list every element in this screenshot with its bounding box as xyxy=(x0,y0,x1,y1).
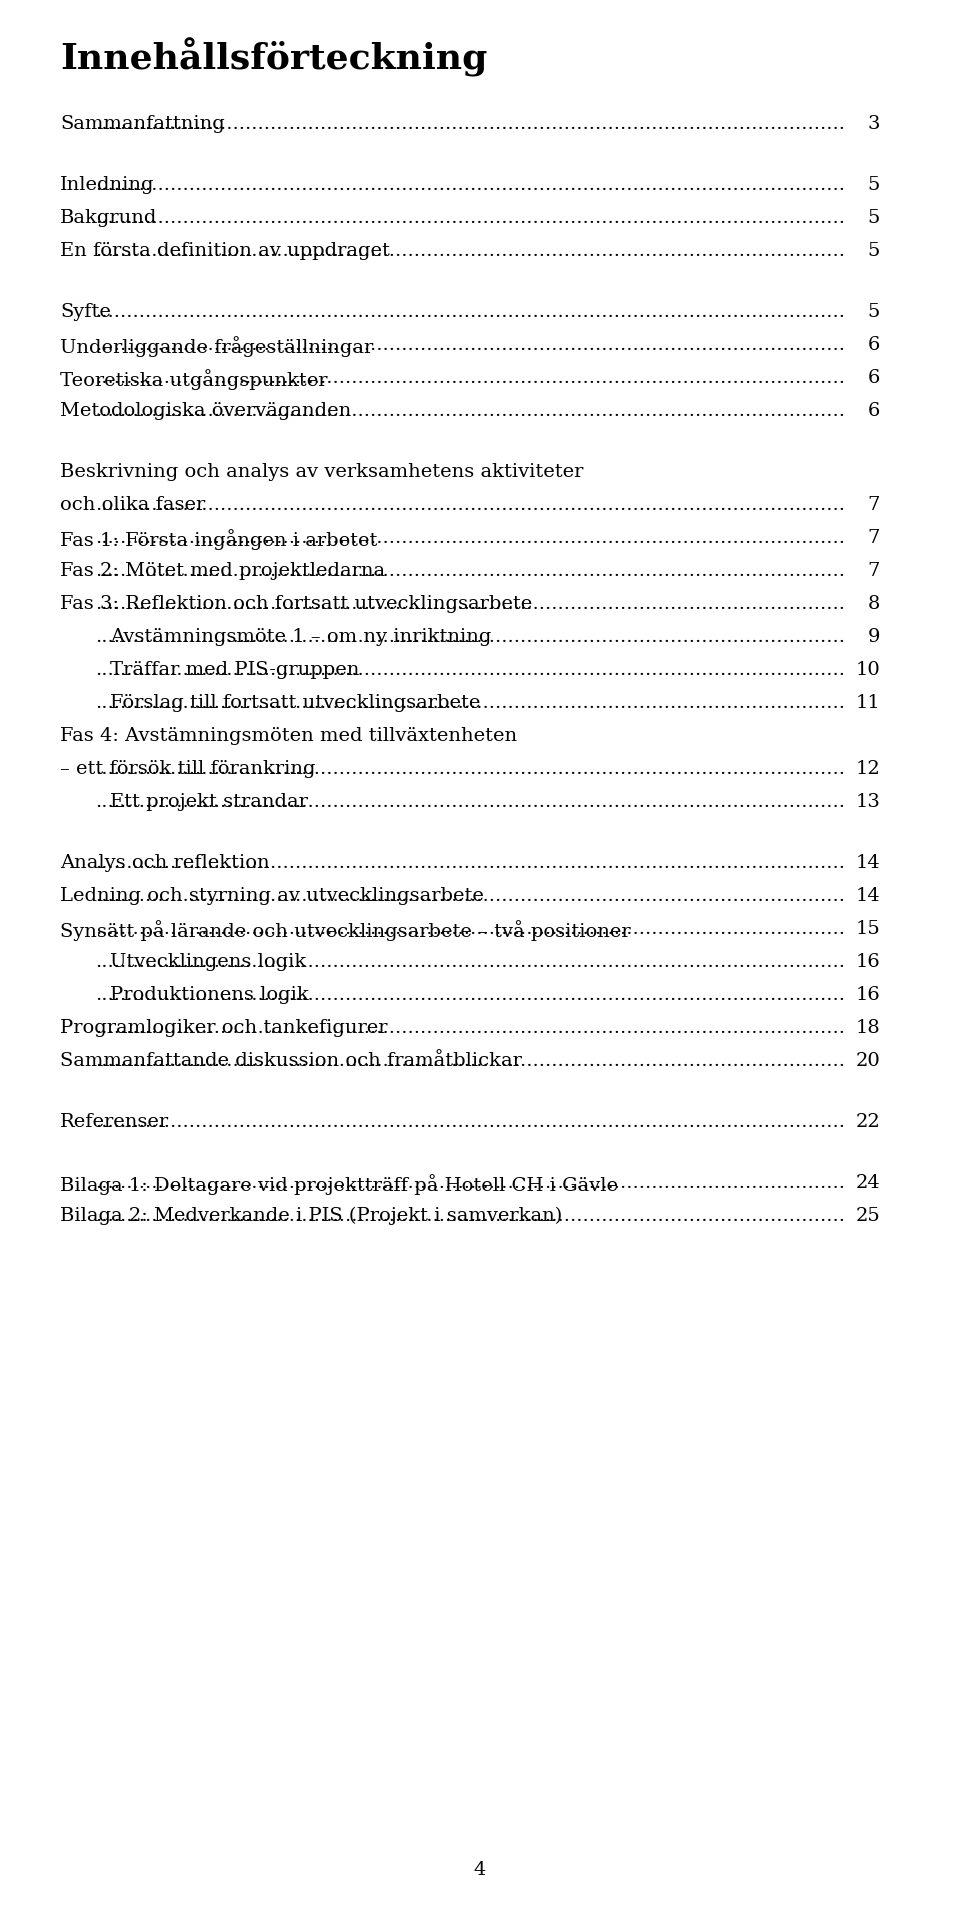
Text: Programlogiker och tankefigurer: Programlogiker och tankefigurer xyxy=(60,1018,388,1038)
Text: Bilaga 2: Medverkande i PIS (Projekt i samverkan): Bilaga 2: Medverkande i PIS (Projekt i s… xyxy=(60,1207,563,1224)
Text: Fas 2: Mötet med projektledarna: Fas 2: Mötet med projektledarna xyxy=(60,562,385,579)
Text: ................................................................................: ........................................… xyxy=(95,243,845,260)
Text: Inledning: Inledning xyxy=(60,175,155,194)
Text: Ledning och styrning av utvecklingsarbete: Ledning och styrning av utvecklingsarbet… xyxy=(60,887,484,905)
Text: 8: 8 xyxy=(868,595,880,612)
Text: ................................................................................: ........................................… xyxy=(95,695,845,712)
Text: 24: 24 xyxy=(855,1174,880,1192)
Text: ................................................................................: ........................................… xyxy=(95,855,845,872)
Text: 25: 25 xyxy=(855,1207,880,1224)
Text: ................................................................................: ........................................… xyxy=(95,370,845,387)
Text: 14: 14 xyxy=(855,887,880,905)
Text: 11: 11 xyxy=(855,695,880,712)
Text: Underliggande frågeställningar: Underliggande frågeställningar xyxy=(60,337,373,356)
Text: ................................................................................: ........................................… xyxy=(95,793,845,810)
Text: Fas 4: Avstämningsmöten med tillväxtenheten: Fas 4: Avstämningsmöten med tillväxtenhe… xyxy=(60,728,517,745)
Text: 5: 5 xyxy=(868,302,880,321)
Text: och olika faser: och olika faser xyxy=(60,497,205,514)
Text: 10: 10 xyxy=(855,660,880,680)
Text: Referenser: Referenser xyxy=(60,1113,169,1132)
Text: ................................................................................: ........................................… xyxy=(95,1207,845,1224)
Text: En första definition av uppdraget: En första definition av uppdraget xyxy=(60,243,390,260)
Text: ................................................................................: ........................................… xyxy=(95,953,845,970)
Text: 12: 12 xyxy=(855,760,880,778)
Text: 7: 7 xyxy=(868,562,880,579)
Text: 5: 5 xyxy=(868,243,880,260)
Text: ................................................................................: ........................................… xyxy=(95,887,845,905)
Text: ................................................................................: ........................................… xyxy=(95,175,845,194)
Text: Teoretiska utgångspunkter: Teoretiska utgångspunkter xyxy=(60,370,327,391)
Text: ................................................................................: ........................................… xyxy=(95,628,845,647)
Text: Utvecklingens logik: Utvecklingens logik xyxy=(110,953,306,970)
Text: Sammanfattande diskussion och framåtblickar: Sammanfattande diskussion och framåtblic… xyxy=(60,1051,522,1070)
Text: ................................................................................: ........................................… xyxy=(95,497,845,514)
Text: Förslag till fortsatt utvecklingsarbete: Förslag till fortsatt utvecklingsarbete xyxy=(110,695,480,712)
Text: 5: 5 xyxy=(868,175,880,194)
Text: 18: 18 xyxy=(855,1018,880,1038)
Text: Beskrivning och analys av verksamhetens aktiviteter: Beskrivning och analys av verksamhetens … xyxy=(60,464,584,481)
Text: Bilaga 1: Deltagare vid projektträff på Hotell CH i Gävle: Bilaga 1: Deltagare vid projektträff på … xyxy=(60,1174,618,1195)
Text: ................................................................................: ........................................… xyxy=(95,210,845,227)
Text: 3: 3 xyxy=(868,116,880,133)
Text: Träffar med PIS-gruppen: Träffar med PIS-gruppen xyxy=(110,660,359,680)
Text: Sammanfattning: Sammanfattning xyxy=(60,116,225,133)
Text: ................................................................................: ........................................… xyxy=(95,302,845,321)
Text: 6: 6 xyxy=(868,337,880,354)
Text: Fas 3: Reflektion och fortsatt utvecklingsarbete: Fas 3: Reflektion och fortsatt utvecklin… xyxy=(60,595,532,612)
Text: ................................................................................: ........................................… xyxy=(95,116,845,133)
Text: 9: 9 xyxy=(868,628,880,647)
Text: 4: 4 xyxy=(474,1861,486,1879)
Text: 13: 13 xyxy=(855,793,880,810)
Text: Produktionens logik: Produktionens logik xyxy=(110,986,309,1005)
Text: Innehållsförteckning: Innehållsförteckning xyxy=(60,38,488,77)
Text: ................................................................................: ........................................… xyxy=(95,529,845,547)
Text: ................................................................................: ........................................… xyxy=(95,1018,845,1038)
Text: 20: 20 xyxy=(855,1051,880,1070)
Text: 15: 15 xyxy=(855,920,880,937)
Text: Bakgrund: Bakgrund xyxy=(60,210,157,227)
Text: 22: 22 xyxy=(855,1113,880,1132)
Text: Fas 1: Första ingången i arbetet: Fas 1: Första ingången i arbetet xyxy=(60,529,377,551)
Text: ................................................................................: ........................................… xyxy=(95,920,845,937)
Text: ................................................................................: ........................................… xyxy=(95,1174,845,1192)
Text: – ett försök till förankring: – ett försök till förankring xyxy=(60,760,316,778)
Text: ................................................................................: ........................................… xyxy=(95,1051,845,1070)
Text: ................................................................................: ........................................… xyxy=(95,562,845,579)
Text: 6: 6 xyxy=(868,402,880,420)
Text: 5: 5 xyxy=(868,210,880,227)
Text: Synsätt på lärande och utvecklingsarbete – två positioner: Synsätt på lärande och utvecklingsarbete… xyxy=(60,920,631,941)
Text: Syfte: Syfte xyxy=(60,302,110,321)
Text: 7: 7 xyxy=(868,529,880,547)
Text: ................................................................................: ........................................… xyxy=(95,1113,845,1132)
Text: 16: 16 xyxy=(855,953,880,970)
Text: ................................................................................: ........................................… xyxy=(95,660,845,680)
Text: 16: 16 xyxy=(855,986,880,1005)
Text: Ett projekt strandar: Ett projekt strandar xyxy=(110,793,308,810)
Text: Avstämningsmöte 1 – om ny inriktning: Avstämningsmöte 1 – om ny inriktning xyxy=(110,628,492,647)
Text: ................................................................................: ........................................… xyxy=(95,986,845,1005)
Text: Analys och reflektion: Analys och reflektion xyxy=(60,855,270,872)
Text: Metodologiska överväganden: Metodologiska överväganden xyxy=(60,402,351,420)
Text: 14: 14 xyxy=(855,855,880,872)
Text: ................................................................................: ........................................… xyxy=(95,760,845,778)
Text: ................................................................................: ........................................… xyxy=(95,337,845,354)
Text: ................................................................................: ........................................… xyxy=(95,402,845,420)
Text: ................................................................................: ........................................… xyxy=(95,595,845,612)
Text: 6: 6 xyxy=(868,370,880,387)
Text: 7: 7 xyxy=(868,497,880,514)
